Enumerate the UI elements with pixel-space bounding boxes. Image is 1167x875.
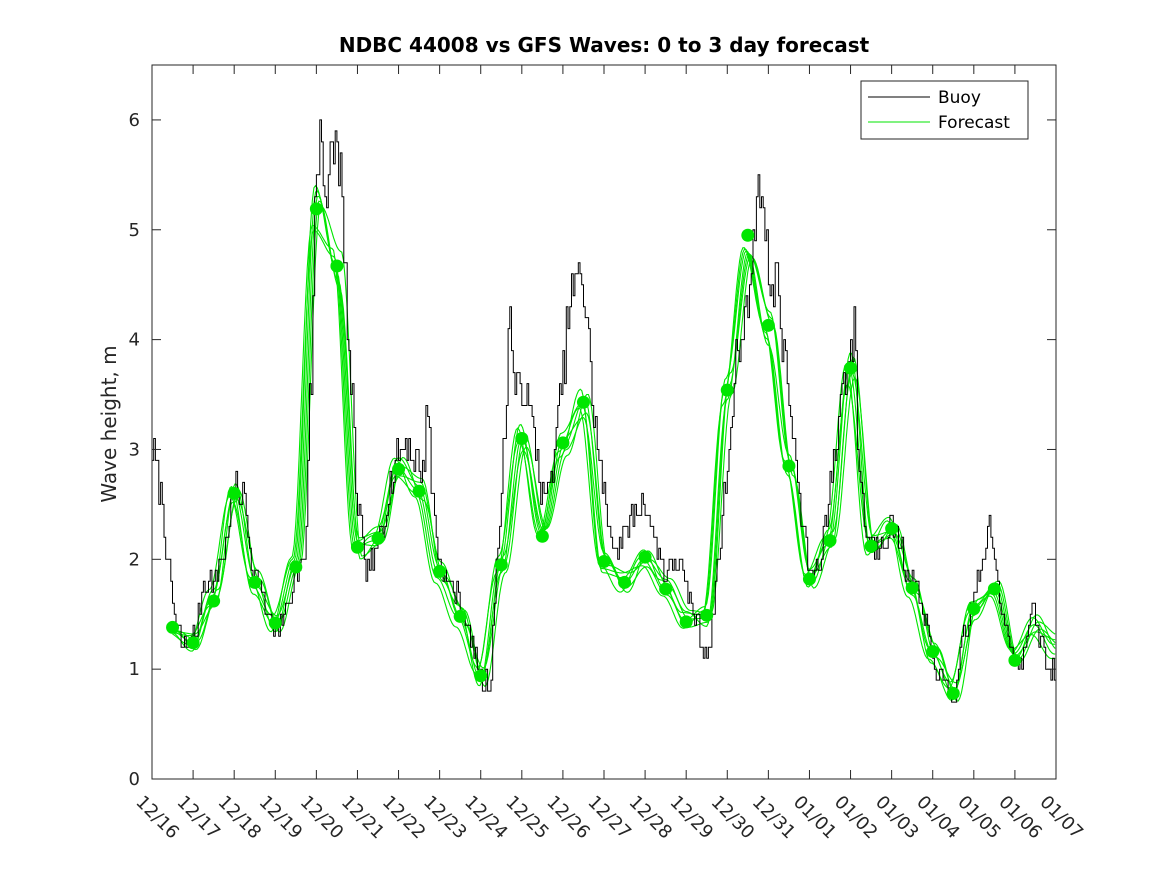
forecast-marker-11 <box>371 531 385 545</box>
x-tick-label: 01/02 <box>830 792 882 844</box>
forecast-marker-15 <box>453 609 467 623</box>
forecast-run-line-1 <box>172 224 1056 689</box>
y-tick-label: 4 <box>129 330 140 351</box>
legend-box <box>860 80 1029 140</box>
y-tick-label: 2 <box>129 549 140 570</box>
y-axis-label: Wave height, m <box>97 345 121 502</box>
forecast-marker-5 <box>248 575 262 589</box>
forecast-marker-2 <box>186 636 200 650</box>
buoy-series <box>152 119 1057 703</box>
forecast-markers <box>166 202 1022 700</box>
forecast-marker-13 <box>412 484 426 498</box>
x-tick-label: 12/31 <box>748 792 800 844</box>
forecast-marker-32 <box>802 572 816 586</box>
forecast-run-line-2 <box>172 229 1056 683</box>
forecast-marker-33 <box>823 534 837 548</box>
forecast-marker-34 <box>844 361 858 375</box>
forecast-marker-18 <box>515 431 529 445</box>
x-tick-label: 12/26 <box>542 792 594 844</box>
plot-area <box>152 65 1056 779</box>
x-tick-label: 12/18 <box>214 792 266 844</box>
forecast-marker-36 <box>885 522 899 536</box>
forecast-marker-20 <box>556 436 570 450</box>
x-tick-label: 12/22 <box>378 792 430 844</box>
forecast-marker-41 <box>987 582 1001 596</box>
forecast-marker-39 <box>946 686 960 700</box>
x-tick-label: 12/28 <box>625 792 677 844</box>
x-tick-label: 12/27 <box>583 792 635 844</box>
legend: Buoy Forecast <box>860 80 1029 140</box>
legend-forecast-label: Forecast <box>938 113 1010 133</box>
forecast-marker-9 <box>330 259 344 273</box>
forecast-marker-29 <box>741 228 755 242</box>
forecast-marker-10 <box>350 540 364 554</box>
x-tick-label: 01/01 <box>789 792 841 844</box>
forecast-marker-30 <box>761 318 775 332</box>
x-tick-label: 12/29 <box>666 792 718 844</box>
forecast-marker-37 <box>905 581 919 595</box>
buoy-line <box>152 119 1057 703</box>
forecast-marker-8 <box>309 202 323 216</box>
forecast-marker-23 <box>618 575 632 589</box>
x-tick-label: 12/24 <box>460 792 512 844</box>
x-tick-label: 12/16 <box>131 792 183 844</box>
forecast-marker-28 <box>720 383 734 397</box>
forecast-marker-35 <box>864 539 878 553</box>
forecast-marker-16 <box>474 669 488 683</box>
x-tick-label: 12/30 <box>707 792 759 844</box>
y-tick-label: 3 <box>129 439 140 460</box>
forecast-marker-31 <box>782 459 796 473</box>
x-tick-label: 01/07 <box>1035 792 1087 844</box>
forecast-marker-1 <box>166 620 180 634</box>
y-tick-label: 1 <box>129 659 140 680</box>
x-tick-label: 01/03 <box>871 792 923 844</box>
forecast-marker-22 <box>597 555 611 569</box>
legend-buoy-label: Buoy <box>938 88 981 108</box>
forecast-marker-19 <box>535 529 549 543</box>
forecast-marker-40 <box>967 602 981 616</box>
forecast-marker-7 <box>289 560 303 574</box>
y-tick-label: 5 <box>129 220 140 241</box>
forecast-marker-6 <box>268 616 282 630</box>
forecast-marker-3 <box>207 594 221 608</box>
y-tick-label: 0 <box>129 769 140 790</box>
x-tick-label: 01/04 <box>912 792 964 844</box>
chart-title: NDBC 44008 vs GFS Waves: 0 to 3 day fore… <box>339 33 870 57</box>
x-tick-label: 12/21 <box>337 792 389 844</box>
x-tick-label: 01/05 <box>953 792 1005 844</box>
forecast-marker-26 <box>679 615 693 629</box>
forecast-marker-38 <box>926 645 940 659</box>
y-tick-label: 6 <box>129 110 140 131</box>
x-tick-label: 12/25 <box>501 792 553 844</box>
y-axis-ticks: 0 1 2 3 4 5 6 <box>129 110 1056 790</box>
forecast-marker-17 <box>494 558 508 572</box>
forecast-marker-21 <box>576 395 590 409</box>
forecast-marker-25 <box>659 582 673 596</box>
forecast-marker-27 <box>700 608 714 622</box>
x-tick-label: 12/23 <box>419 792 471 844</box>
x-tick-label: 12/19 <box>255 792 307 844</box>
forecast-marker-12 <box>392 462 406 476</box>
forecast-marker-4 <box>227 486 241 500</box>
forecast-marker-42 <box>1008 653 1022 667</box>
x-tick-label: 12/17 <box>173 792 225 844</box>
forecast-marker-14 <box>433 564 447 578</box>
x-tick-label: 01/06 <box>994 792 1046 844</box>
forecast-marker-24 <box>638 550 652 564</box>
x-tick-label: 12/20 <box>296 792 348 844</box>
